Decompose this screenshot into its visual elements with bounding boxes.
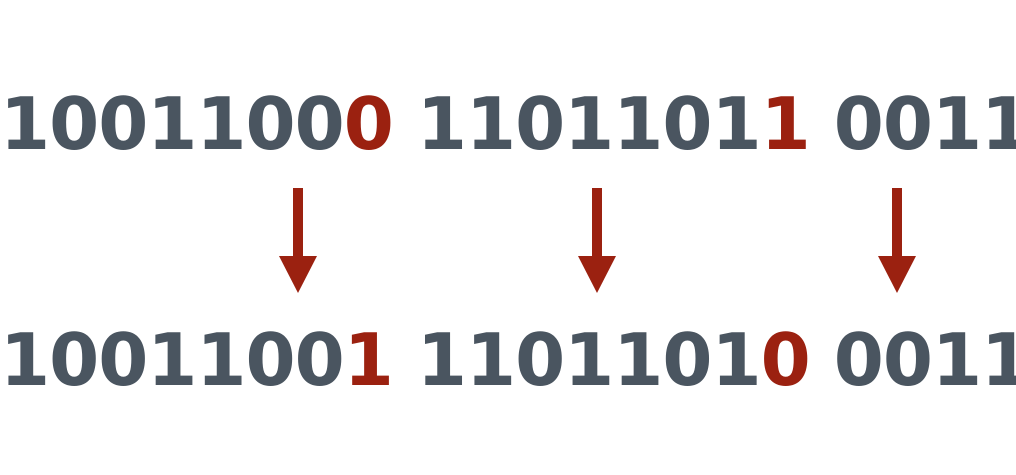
byte-1-lsb: 1 [343,318,394,402]
byte-1-prefix: 1001100 [0,82,345,166]
modified-bit-sequence: 10011001 11011010 00110101… [0,324,1016,396]
original-bit-sequence: 10011000 11011011 00110100… [0,88,1016,160]
byte-3: 00110101 [834,318,1016,402]
byte-2: 11011011 [416,82,811,166]
byte-2-prefix: 1101101 [416,318,762,402]
byte-3-prefix: 0011010 [833,318,1016,402]
byte-1: 10011001 [0,318,394,402]
byte-2-lsb: 1 [760,82,811,166]
byte-1: 10011000 [0,82,394,166]
byte-1-prefix: 1001100 [0,318,345,402]
down-arrow-icon [878,188,916,293]
byte-3: 00110100 [834,82,1016,166]
byte-1-lsb: 0 [343,82,394,166]
byte-2-prefix: 1101101 [416,82,762,166]
byte-2-lsb: 0 [760,318,811,402]
down-arrow-icon [279,188,317,293]
down-arrow-icon [578,188,616,293]
byte-3-prefix: 0011010 [833,82,1016,166]
byte-2: 11011010 [416,318,811,402]
